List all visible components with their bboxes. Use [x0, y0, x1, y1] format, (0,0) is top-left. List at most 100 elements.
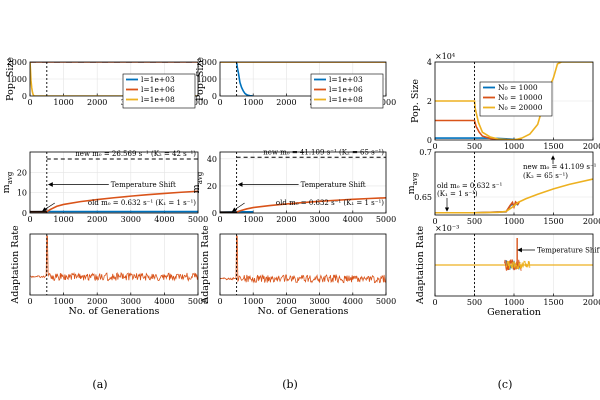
x-tick-label: 1000: [504, 298, 524, 307]
y-tick-label: 0: [22, 209, 27, 218]
x-tick-label: 1000: [504, 142, 524, 151]
chart-a-top: 010002000300040005000010002000Pop. Sizel…: [5, 57, 208, 109]
y-axis-label: Adaptation Rate: [200, 225, 211, 305]
legend-label: l=1e+03: [141, 75, 175, 84]
x-tick-label: 2000: [276, 297, 296, 306]
legend-label: l=1e+03: [329, 75, 363, 84]
x-tick-label: 2000: [87, 98, 107, 107]
annotation-new-m0: new m₀ = 41.109 s⁻¹ (K₂ = 65 s⁻¹): [263, 148, 384, 156]
y-label-sub: avg: [411, 172, 419, 185]
x-tick-label: 1000: [243, 297, 263, 306]
axes-frame: [434, 61, 594, 141]
x-axis-label: No. of Generations: [69, 306, 160, 317]
y-label-main: m: [191, 184, 202, 193]
old-m0-arrow: [42, 202, 55, 212]
x-tick-label: 0: [27, 215, 32, 224]
caption-c: (c): [498, 378, 513, 391]
annotation-new-m0: new m₀ = 26.569 s⁻¹ (K₂ = 42 s⁻¹): [75, 150, 196, 158]
legend-label: N₀ = 20000: [498, 103, 543, 112]
annotation-new-m0: new m₀ = 41.109 s⁻¹: [523, 163, 597, 171]
x-tick-label: 1500: [543, 217, 563, 226]
y-tick-label: 0: [427, 136, 432, 145]
series-line-2: [220, 197, 386, 213]
x-tick-label: 3000: [121, 297, 141, 306]
x-tick-label: 0: [217, 98, 222, 107]
annotation-old-k1: (K₁ = 1 s⁻¹): [437, 190, 478, 198]
x-tick-label: 0: [432, 217, 437, 226]
y-axis-label: mavg: [406, 172, 419, 194]
x-tick-label: 4000: [343, 215, 363, 224]
legend-label: N₀ = 10000: [498, 93, 543, 102]
chart-c-bot: 0 500 1000 1500 2000 Adaptation Rate Generatio…: [415, 224, 600, 318]
plot-area: [435, 178, 593, 214]
y-label-main: m: [406, 185, 417, 194]
caption-b: (b): [282, 378, 298, 391]
axes-frame: [219, 233, 387, 296]
x-tick-label: 1500: [543, 142, 563, 151]
y-axis-label: mavg: [1, 171, 14, 193]
annotation-old-m0: old m₀ = 0.632 s⁻¹ (K₁ = 1 s⁻¹): [88, 199, 196, 207]
y-axis-label: Pop. Size: [195, 57, 206, 101]
x-tick-label: 500: [467, 217, 482, 226]
axes-frame: [434, 233, 594, 297]
annotation-shift: Temperature Shift: [537, 247, 600, 255]
x-tick-label: 1000: [53, 215, 73, 224]
x-tick-label: 2000: [87, 215, 107, 224]
annotation-shift: Temperature Shift: [301, 181, 366, 189]
x-tick-label: 1000: [504, 217, 524, 226]
y-label-main: m: [1, 184, 12, 193]
adaptation-rate-line: [30, 235, 198, 282]
legend-label: N₀ = 1000: [498, 83, 538, 92]
plot-area: [30, 158, 198, 213]
x-tick-label: 2000: [583, 217, 600, 226]
plot-area: [220, 156, 386, 213]
x-tick-label: 5000: [376, 297, 396, 306]
x-tick-label: 5000: [188, 297, 208, 306]
annotation-shift: Temperature Shift: [111, 181, 176, 189]
x-axis-label: Generation: [487, 307, 541, 318]
old-m0-arrow: [232, 202, 245, 212]
y-axis-label: Pop. Size: [410, 79, 421, 123]
x-tick-label: 1500: [543, 298, 563, 307]
x-tick-label: 3000: [309, 297, 329, 306]
chart-b-bot: 0 1000 2000 3000 4000 5000 Adaptation Rate No. …: [200, 225, 396, 317]
legend-label: l=1e+06: [329, 85, 363, 94]
y-tick-label: 0: [22, 92, 27, 101]
x-tick-label: 2000: [276, 215, 296, 224]
series-line-3: [435, 62, 593, 140]
caption-a: (a): [92, 378, 107, 391]
annotation-old-m0: old m₀ = 0.632 s⁻¹: [437, 182, 502, 190]
x-tick-label: 0: [27, 98, 32, 107]
x-tick-label: 2000: [583, 142, 600, 151]
x-tick-label: 0: [432, 142, 437, 151]
y-tick-label: 40: [207, 155, 217, 164]
plot-area: [30, 235, 198, 282]
x-tick-label: 2000: [583, 298, 600, 307]
x-tick-label: 3000: [121, 215, 141, 224]
legend-label: l=1e+08: [141, 95, 175, 104]
x-tick-label: 1000: [243, 98, 263, 107]
y-tick-label: 10: [17, 189, 27, 198]
x-tick-label: 4000: [154, 297, 174, 306]
x-tick-label: 500: [467, 298, 482, 307]
x-tick-label: 5000: [376, 98, 396, 107]
y-axis-label: Adaptation Rate: [10, 225, 21, 305]
y-tick-label: 4: [427, 58, 432, 67]
y-tick-label: 0.65: [414, 193, 432, 202]
y-tick-label: 2: [427, 97, 432, 106]
axes-frame: [219, 151, 387, 214]
x-tick-label: 3000: [309, 215, 329, 224]
series-line-2: [30, 190, 198, 213]
x-tick-label: 4000: [343, 297, 363, 306]
y-label-sub: avg: [196, 171, 204, 184]
plot-area: [435, 238, 593, 271]
x-tick-label: 2000: [276, 98, 296, 107]
plot-area: [220, 235, 386, 284]
y-axis-label: Pop. Size: [5, 57, 16, 101]
y-tick-label: 1000: [197, 75, 217, 84]
axis-exponent: ×10⁻³: [435, 224, 459, 233]
annotation-new-k2: (K₂ = 65 s⁻¹): [523, 172, 568, 180]
